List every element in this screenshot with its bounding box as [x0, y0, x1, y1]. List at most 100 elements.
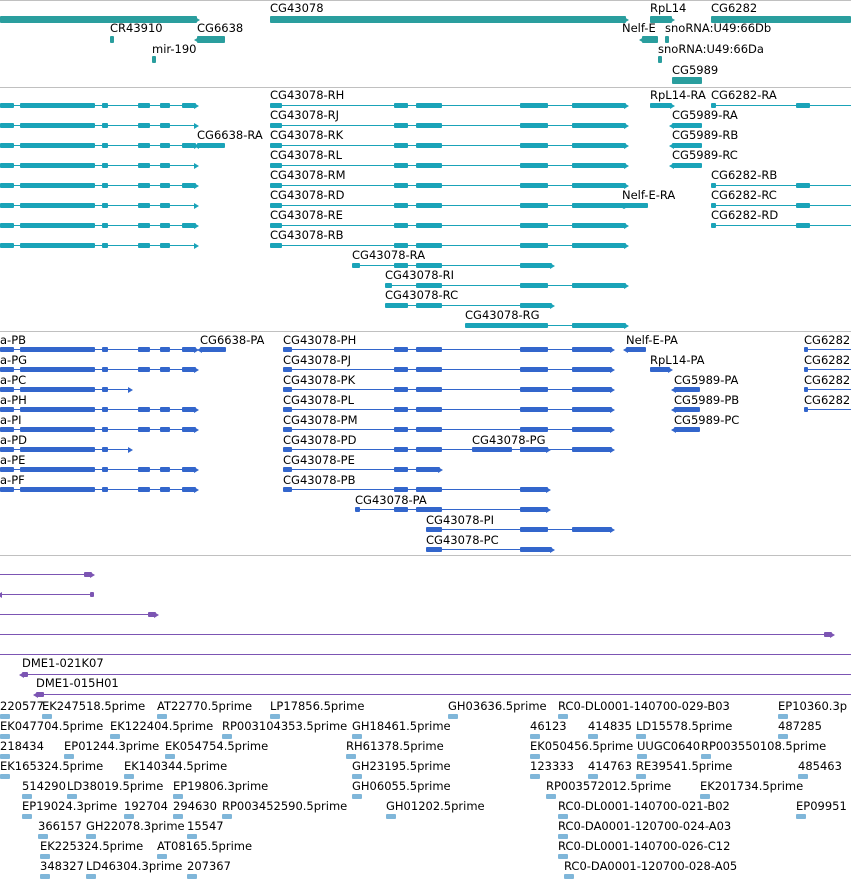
exon [102, 467, 108, 472]
exon [672, 77, 702, 84]
strand-arrow [639, 36, 644, 43]
exon [711, 223, 716, 228]
est-mark [778, 714, 788, 719]
exon [0, 447, 14, 452]
est-label: RH61378.5prime [346, 739, 444, 753]
intron-line [385, 305, 552, 306]
exon [20, 203, 95, 208]
est-mark [530, 774, 540, 779]
exon [796, 203, 810, 208]
exon [0, 487, 14, 492]
intron-line [804, 389, 851, 390]
est-mark [86, 874, 96, 879]
strand-arrow [668, 366, 673, 373]
strand-arrow [194, 486, 199, 493]
exon [102, 143, 108, 148]
exon [416, 223, 442, 228]
exon [426, 547, 442, 552]
intron-line [270, 225, 626, 226]
strand-arrow [671, 426, 676, 433]
exon [804, 407, 808, 412]
intron-line [283, 449, 612, 450]
intron-line [270, 105, 626, 106]
transcript-label: CG43078-RE [270, 208, 343, 222]
exon [416, 283, 442, 288]
exon [160, 183, 170, 188]
strand-arrow [90, 571, 95, 578]
est-label: EK165324.5prime [0, 759, 104, 773]
est-label: LP17856.5prime [270, 699, 365, 713]
exon [270, 183, 282, 188]
exon [572, 407, 612, 412]
intron-line [0, 574, 92, 575]
exon [182, 103, 196, 108]
exon [394, 507, 408, 512]
exon [20, 427, 95, 432]
est-mark [173, 794, 183, 799]
exon [804, 367, 808, 372]
exon [20, 387, 95, 392]
exon [416, 183, 442, 188]
exon [102, 163, 108, 168]
strand-arrow [610, 386, 615, 393]
exon [394, 103, 408, 108]
exon [572, 347, 612, 352]
exon [804, 347, 808, 352]
exon [572, 243, 626, 248]
exon [20, 243, 95, 248]
exon [102, 447, 108, 452]
exon [182, 467, 196, 472]
intron-line [0, 125, 196, 126]
exon [20, 467, 95, 472]
exon [160, 347, 170, 352]
strand-arrow [624, 162, 629, 169]
est-label: EK201734.5prime [700, 779, 804, 793]
exon [804, 387, 808, 392]
exon [0, 183, 14, 188]
exon [711, 203, 716, 208]
est-mark [352, 734, 362, 739]
intron-line [270, 165, 626, 166]
exon [182, 367, 196, 372]
exon [0, 143, 14, 148]
exon [394, 123, 408, 128]
transcript-label: RpL14-RA [650, 88, 706, 102]
exon [572, 223, 626, 228]
est-label: EK140344.5prime [124, 759, 228, 773]
est-label: GH06055.5prime [352, 779, 451, 793]
strand-arrow [671, 386, 676, 393]
strand-arrow [194, 122, 199, 129]
exon [102, 183, 108, 188]
est-mark [0, 754, 10, 759]
exon [20, 487, 95, 492]
est-mark [558, 834, 568, 839]
exon [572, 527, 612, 532]
exon [650, 103, 672, 108]
exon [572, 123, 626, 128]
intron-line [804, 349, 851, 350]
protein-label: Nelf-E-PA [626, 333, 678, 347]
intron-line [283, 369, 612, 370]
est-mark [530, 734, 540, 739]
strand-arrow [610, 406, 615, 413]
est-label: RE39541.5prime [636, 759, 733, 773]
protein-label: a-PH [0, 393, 27, 407]
strand-arrow [194, 346, 199, 353]
exon [102, 243, 108, 248]
exon [394, 367, 408, 372]
est-mark [110, 734, 120, 739]
gene-label: CG43078 [270, 1, 324, 15]
gene-label: CG5989 [672, 63, 719, 77]
exon [355, 507, 360, 512]
strand-arrow [550, 262, 555, 269]
est-mark [778, 734, 788, 739]
protein-label: CG43078-PH [283, 333, 357, 347]
intron-line [270, 185, 626, 186]
intron-line [0, 614, 156, 615]
est-label: 414763 [588, 759, 632, 773]
intron-line [283, 429, 612, 430]
est-mark [0, 734, 10, 739]
exon [572, 203, 626, 208]
intron-line [352, 265, 552, 266]
exon [102, 367, 108, 372]
